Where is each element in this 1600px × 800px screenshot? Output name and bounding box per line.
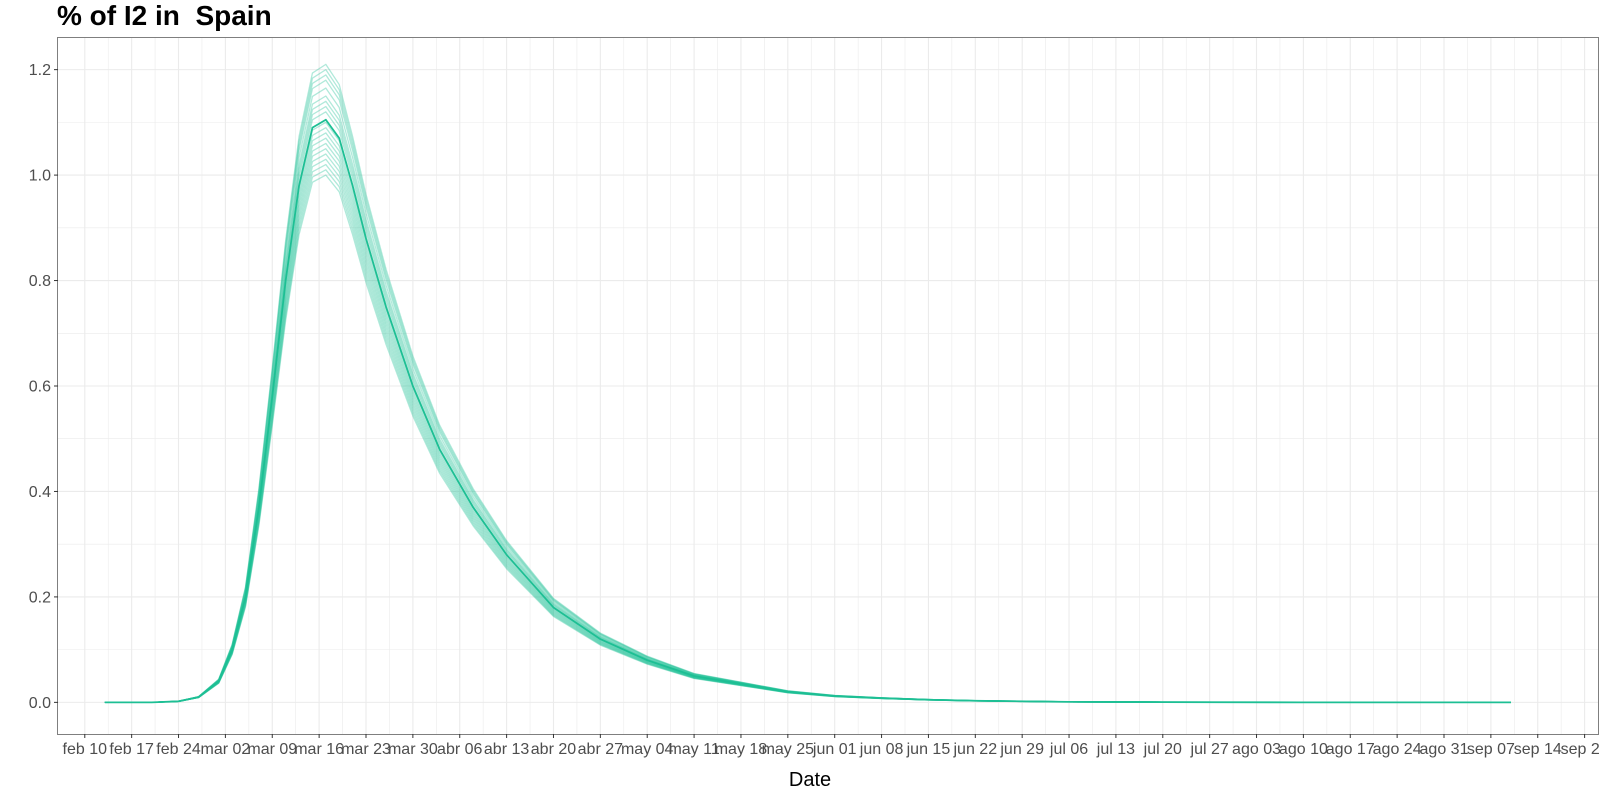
x-tick-label: sep 07 [1467,741,1515,758]
ensemble-series-line [104,95,1511,704]
x-tick-label: jul 13 [1096,741,1135,758]
x-tick-label: ago 03 [1232,741,1281,758]
y-tick-label: 0.4 [29,484,51,501]
x-tick-label: sep 21 [1561,741,1600,758]
x-tick-label: jun 08 [859,741,904,758]
ensemble-series-line [104,132,1511,704]
ensemble-series-line [104,121,1511,704]
y-tick-label: 1.0 [29,168,51,185]
x-axis-title: Date [789,769,831,791]
x-tick-label: may 04 [621,741,674,758]
x-tick-label: mar 30 [388,741,438,758]
grid-layer [58,38,1598,734]
main-series-line [104,118,1511,704]
x-tick-label: jul 06 [1049,741,1088,758]
x-tick-label: ago 10 [1279,741,1328,758]
x-tick-label: mar 09 [247,741,297,758]
y-tick-label: 0.6 [29,379,51,396]
x-tick-label: feb 17 [109,741,154,758]
x-tick-label: jun 22 [953,741,998,758]
x-tick-label: mar 23 [341,741,391,758]
x-tick-label: abr 27 [578,741,623,758]
x-tick-label: abr 06 [437,741,482,758]
x-tick-label: jun 15 [906,741,951,758]
chart-title: % of I2 in Spain [57,0,272,31]
ensemble-series-line [104,100,1511,704]
x-tick-label: ago 17 [1326,741,1375,758]
x-tick-label: may 18 [715,741,768,758]
x-tick-label: ago 24 [1373,741,1422,758]
x-tick-label: sep 14 [1514,741,1562,758]
x-tick-label: may 25 [762,741,815,758]
y-tick-label: 0.2 [29,589,51,606]
x-tick-label: ago 31 [1420,741,1469,758]
x-tick-label: mar 16 [294,741,344,758]
ensemble-series-line [104,148,1511,704]
ensemble-series-line [104,137,1511,704]
x-tick-label: jul 20 [1143,741,1182,758]
x-tick-label: jul 27 [1190,741,1229,758]
series-layer [104,63,1511,704]
y-tick-label: 0.8 [29,273,51,290]
x-tick-label: may 11 [668,741,719,758]
x-tick-label: jun 01 [812,741,857,758]
x-tick-label: feb 10 [63,741,108,758]
ensemble-series-line [104,163,1511,704]
ensemble-series-line [104,158,1511,704]
ensemble-series-line [104,111,1511,704]
x-tick-label: feb 24 [156,741,201,758]
ensemble-series-line [104,169,1511,704]
ensemble-series-line [104,105,1511,704]
ensemble-series-line [104,74,1511,704]
x-tick-label: abr 13 [484,741,529,758]
ensemble-series-line [104,142,1511,704]
ensemble-series-line [104,153,1511,704]
x-tick-label: jun 29 [999,741,1044,758]
ensemble-series-line [104,126,1511,704]
x-tick-label: abr 20 [531,741,576,758]
ensemble-series-line [104,79,1511,704]
y-tick-label: 1.2 [29,62,51,79]
y-tick-label: 0.0 [29,695,51,712]
x-tick-label: mar 02 [200,741,250,758]
